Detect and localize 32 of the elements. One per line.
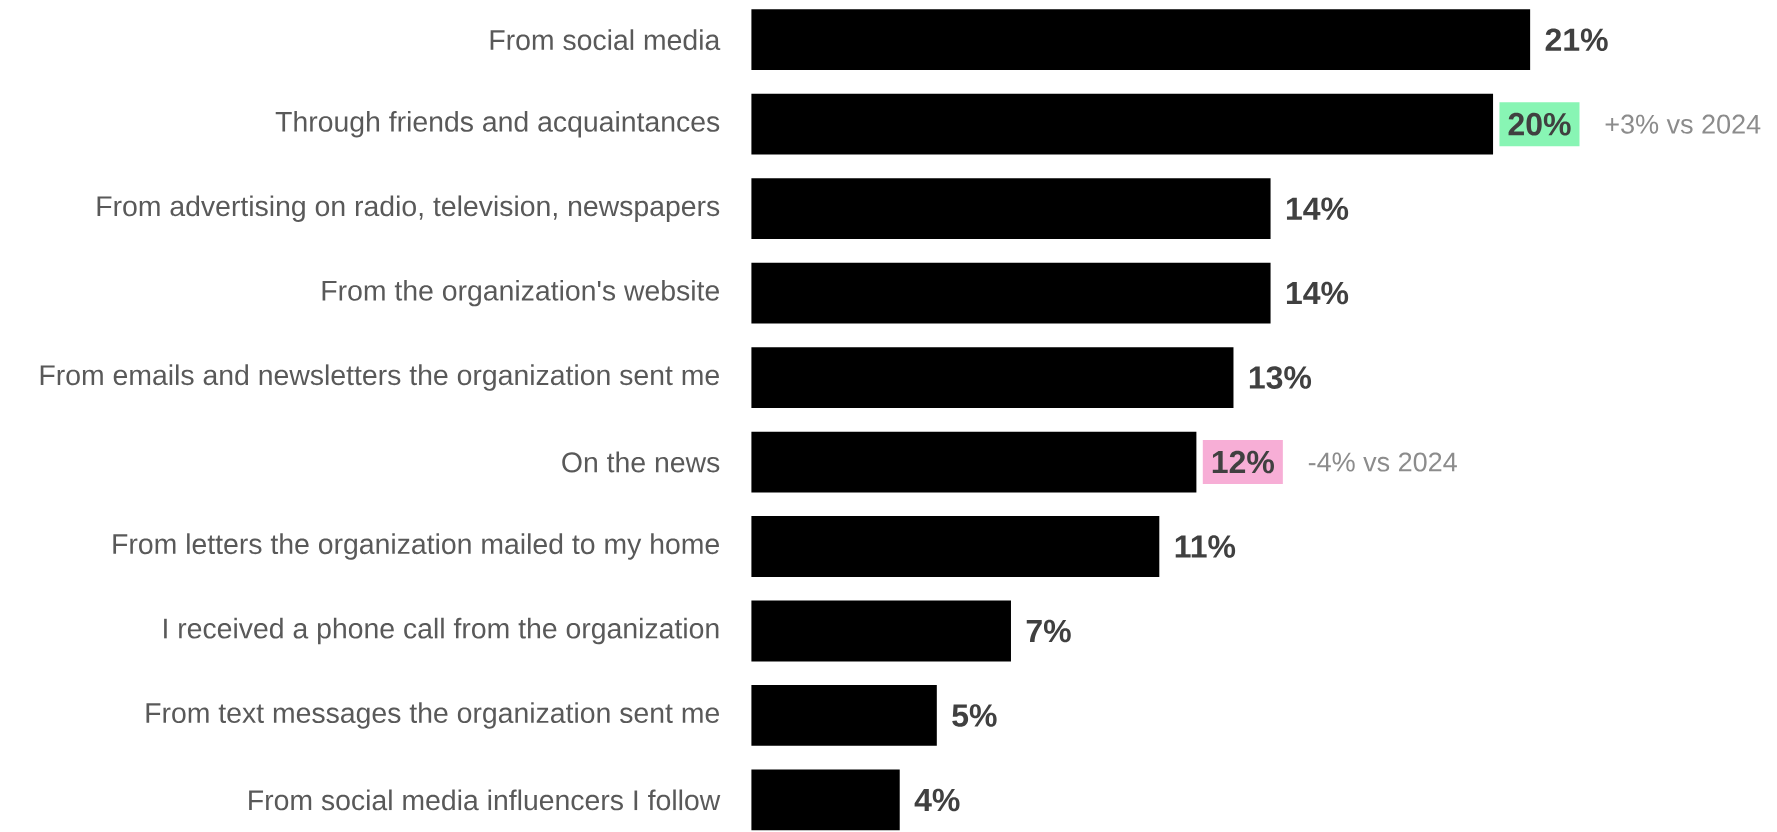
y-tick-label: From advertising on radio, television, newspapers	[97, 195, 720, 222]
data-label: 14%	[1286, 281, 1349, 305]
text: +3% vs 2024	[1605, 114, 1761, 134]
y-tick-label: From text messages the organization sent me	[146, 702, 719, 729]
y-tick-label: From social media influencers I follow	[249, 789, 721, 811]
data-label: 11%	[1175, 535, 1236, 558]
y-tick-label: From letters the organization mailed to my home	[113, 533, 719, 560]
y-tick-label: Through friends and acquaintances	[275, 110, 720, 138]
data-label: 20%	[1508, 112, 1571, 136]
data-label: 12%	[1212, 450, 1274, 474]
y-tick-label: On the news	[562, 451, 720, 473]
bar	[751, 347, 1234, 408]
data-label: 21%	[1545, 28, 1608, 52]
bar	[751, 431, 1197, 493]
bar	[751, 600, 1011, 662]
data-label: 13%	[1249, 366, 1312, 389]
y-tick-label: From the organization's website	[322, 279, 719, 307]
y-tick-label: I received a phone call from the organization	[164, 617, 719, 645]
bar	[751, 178, 1271, 240]
bar	[751, 93, 1494, 155]
y-tick-label: From social media	[490, 29, 721, 51]
data-label: 4%	[914, 788, 960, 812]
y-tick-label: From emails and newsletters the organization sent me	[40, 364, 719, 391]
annotation: -4% vs 2024	[1308, 452, 1457, 472]
bar	[751, 516, 1160, 577]
bar	[751, 9, 1531, 71]
data-label: 5%	[952, 704, 997, 727]
data-label: 14%	[1286, 197, 1349, 220]
bar	[751, 769, 900, 831]
bar	[751, 262, 1271, 324]
data-label: 7%	[1026, 619, 1071, 643]
bar	[751, 685, 937, 746]
